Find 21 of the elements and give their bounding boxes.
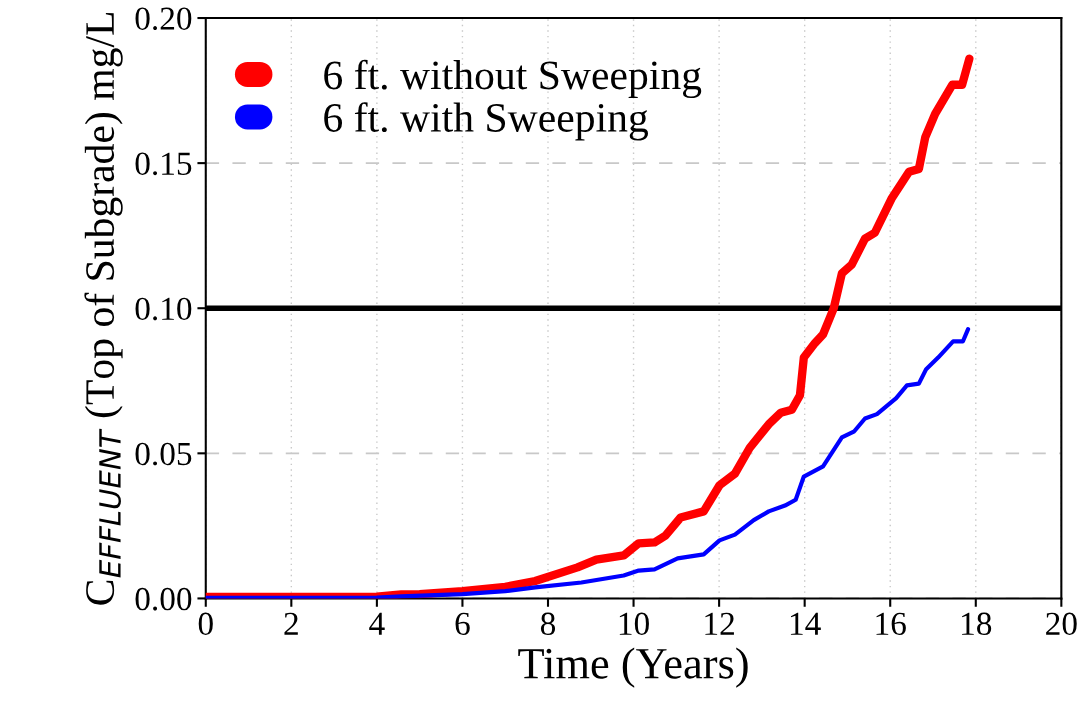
x-tick-label: 12 [705, 612, 734, 635]
y-tick-label: 0.20 [135, 7, 192, 31]
x-tick-label: 14 [790, 612, 821, 635]
x-tick-label: 4 [369, 612, 385, 635]
y-tick-label: 0.05 [135, 442, 192, 466]
legend-label: 6 ft. without Sweeping [324, 59, 702, 99]
x-tick-label: 18 [962, 612, 992, 636]
x-tick-label: 16 [876, 612, 906, 636]
y-axis-title: C$_{EFFLUENT}$ (Top of Subgrade) mg/L [84, 13, 123, 605]
x-tick-label: 0 [198, 612, 213, 636]
x-tick-label: 20 [1046, 612, 1077, 636]
y-tick-label: 0.15 [135, 152, 192, 176]
x-axis-title: Time (Years) [518, 647, 748, 688]
y-tick-label: 0.00 [135, 587, 192, 611]
x-tick-label: 6 [455, 612, 470, 636]
x-tick-label: 2 [284, 612, 298, 635]
x-tick-label: 8 [540, 612, 556, 636]
legend-label: 6 ft. with Sweeping [324, 102, 648, 141]
y-tick-label: 0.10 [135, 297, 192, 321]
line-series [205, 327, 971, 599]
x-tick-label: 10 [619, 612, 649, 636]
